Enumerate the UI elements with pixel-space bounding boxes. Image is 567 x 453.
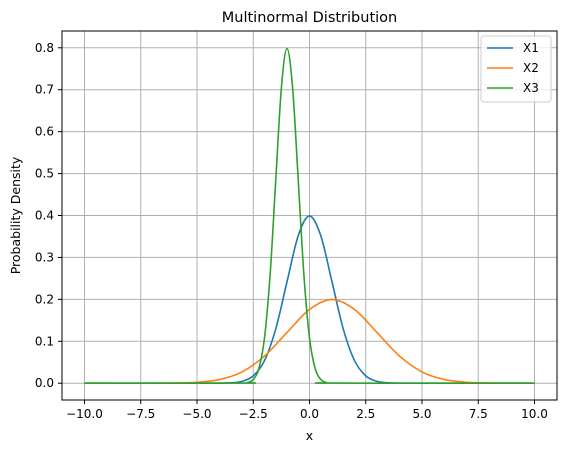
series-lines [84, 47, 535, 385]
x-tick-label: 7.5 [469, 407, 488, 421]
x-tick-label: −7.5 [126, 407, 155, 421]
y-tick-label: 0.2 [35, 292, 54, 306]
y-tick-label: 0.8 [35, 41, 54, 55]
legend-box [480, 35, 552, 103]
ticks: −10.0 −7.5 −5.0 −2.5 0.0 2.5 5.0 7.5 10.0 0.0 0.1 0… [35, 41, 548, 421]
y-tick-label: 0.6 [35, 125, 54, 139]
legend-label-x2: X2 [523, 61, 539, 75]
x-tick-label: −5.0 [182, 407, 211, 421]
legend-label-x1: X1 [523, 41, 539, 55]
y-tick-label: 0.7 [35, 83, 54, 97]
y-axis-label: Probability Density [8, 156, 23, 274]
x-tick-label: 10.0 [521, 407, 548, 421]
x-axis-label: x [306, 428, 313, 443]
legend: X1 X2 X3 [480, 35, 552, 103]
series-line-x3 [84, 47, 535, 385]
x-tick-label: −10.0 [66, 407, 103, 421]
x-tick-label: 5.0 [412, 407, 431, 421]
series-line-x2 [84, 298, 535, 385]
x-tick-label: 2.5 [356, 407, 375, 421]
y-tick-label: 0.5 [35, 167, 54, 181]
y-tick-label: 0.1 [35, 334, 54, 348]
y-tick-label: 0.4 [35, 209, 54, 223]
legend-label-x3: X3 [523, 81, 539, 95]
x-tick-label: 0.0 [300, 407, 319, 421]
y-tick-label: 0.0 [35, 376, 54, 390]
x-tick-label: −2.5 [239, 407, 268, 421]
y-tick-label: 0.3 [35, 250, 54, 264]
chart-title: Multinormal Distribution [222, 10, 397, 26]
